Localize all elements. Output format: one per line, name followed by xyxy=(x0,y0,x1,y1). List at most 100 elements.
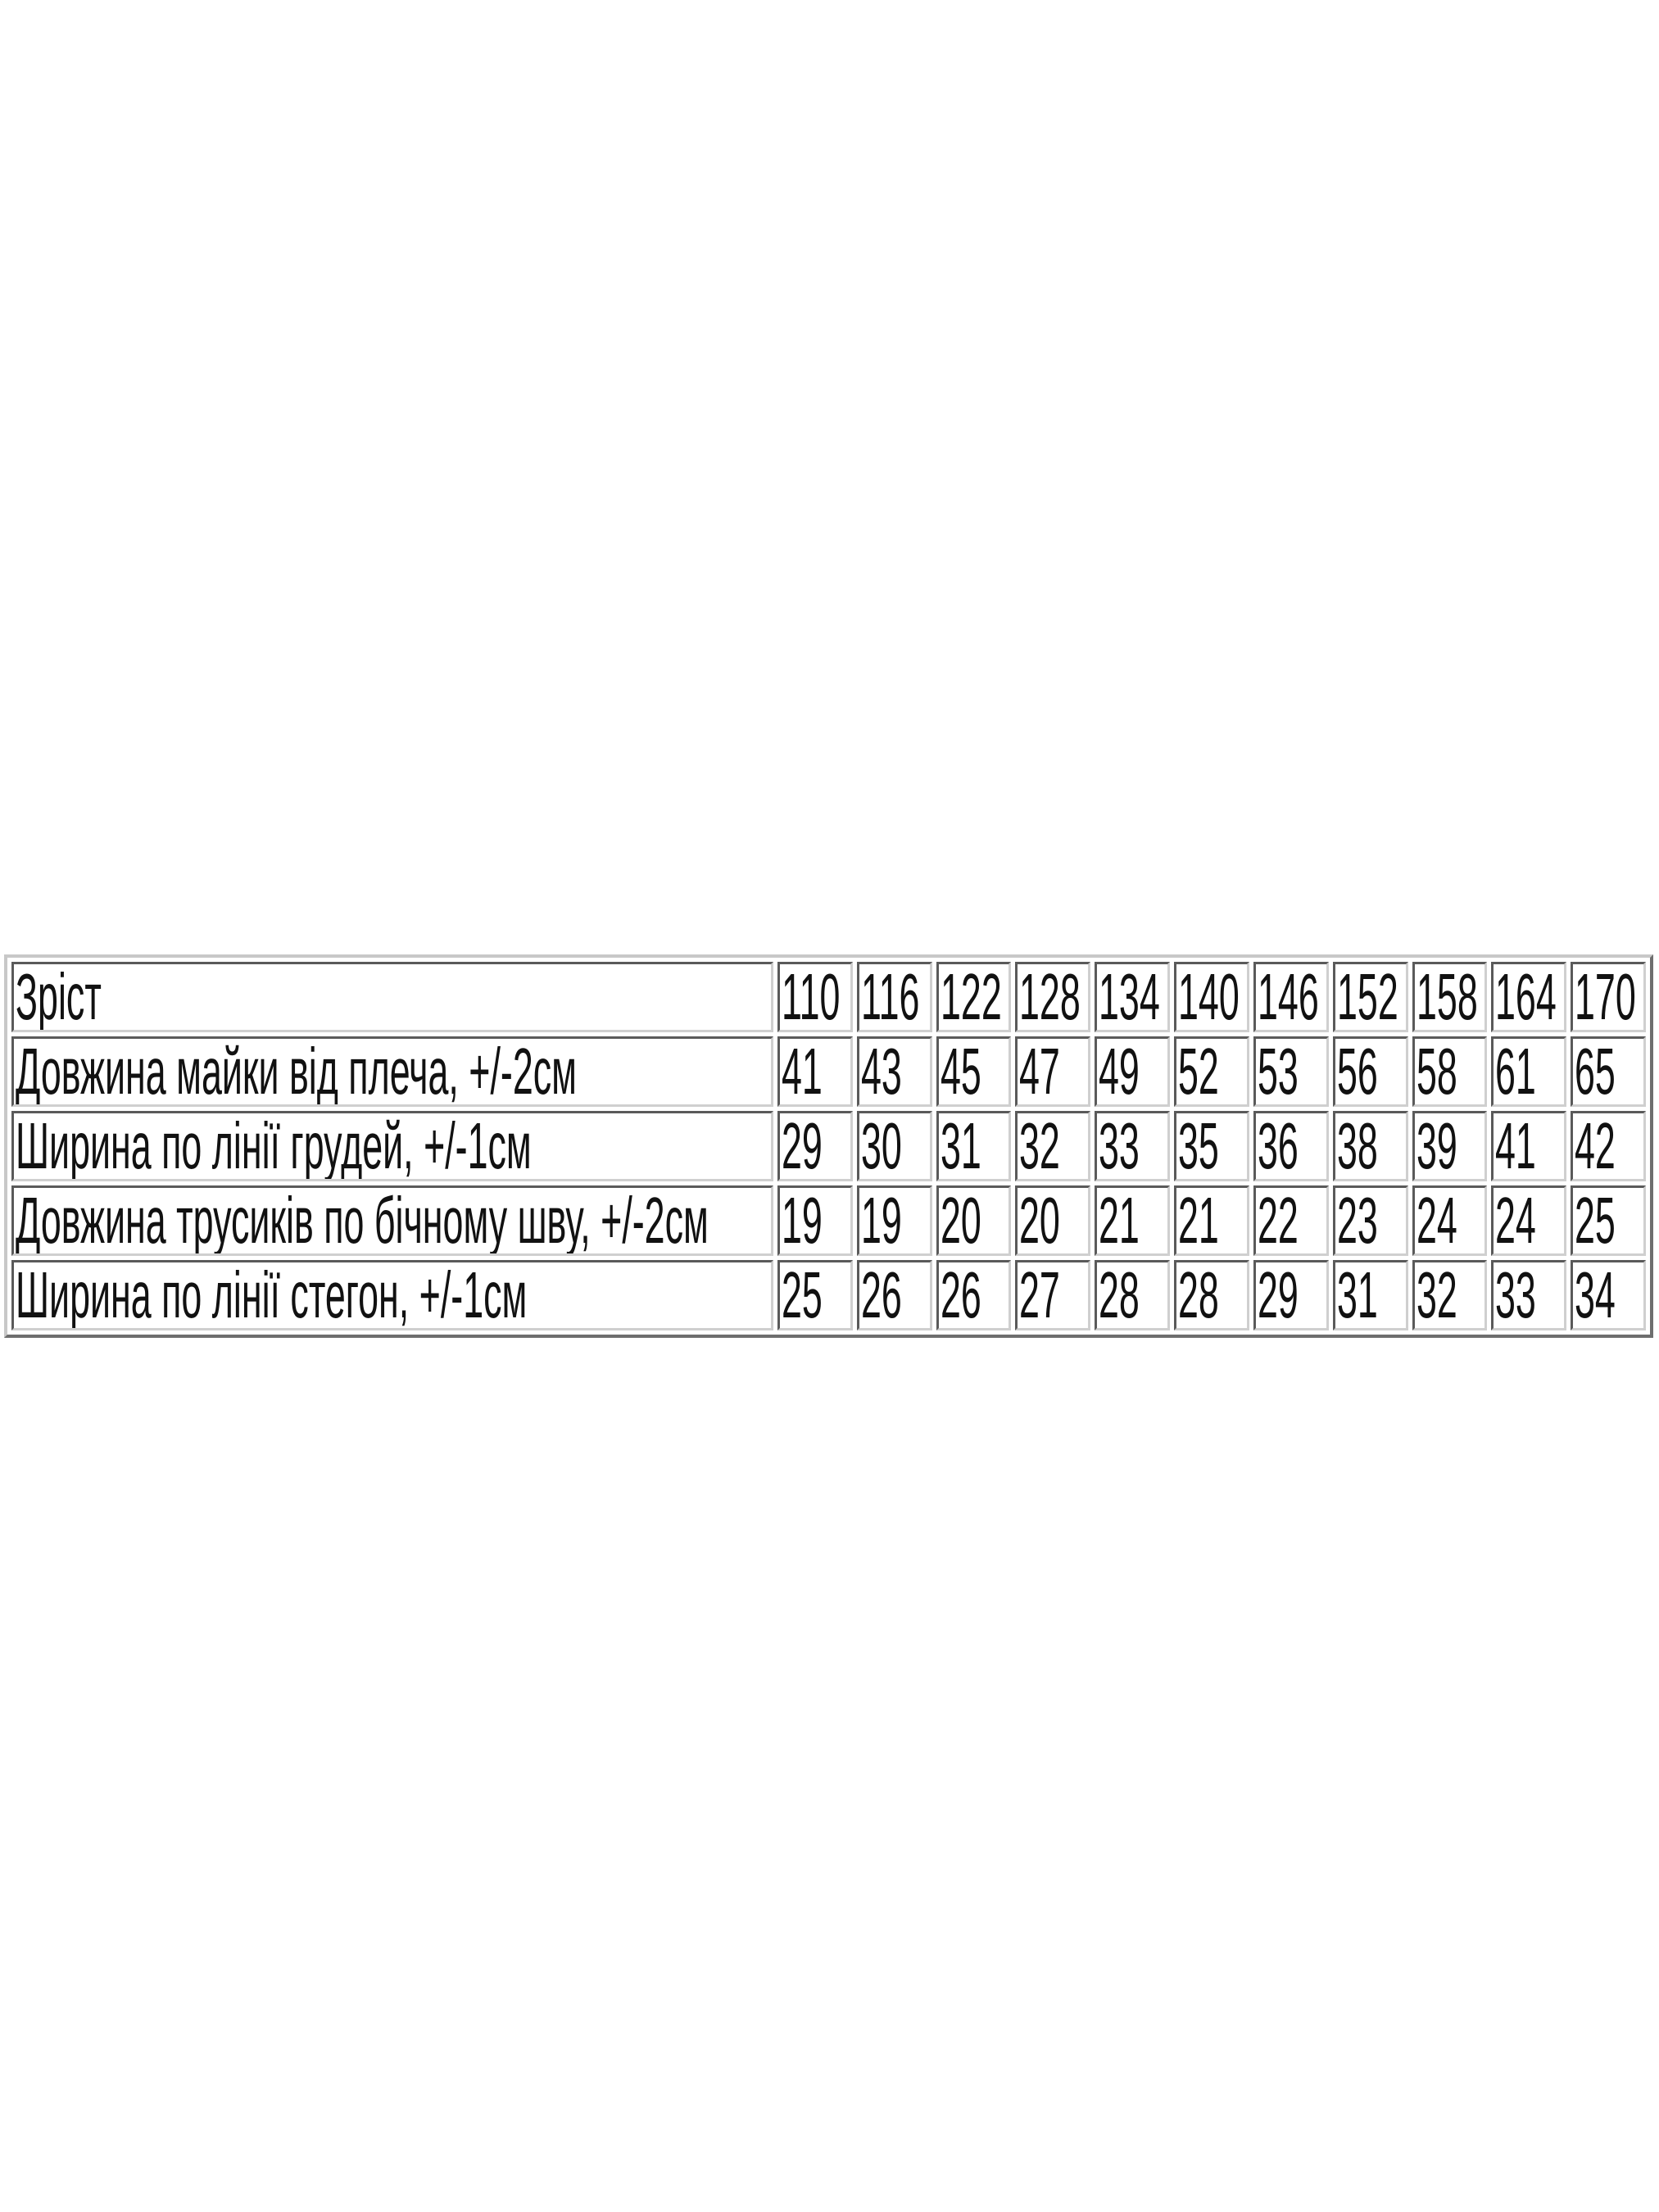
header-row: Зріст 110 116 122 128 134 140 146 152 158 164 170 xyxy=(11,962,1646,1032)
value-cell: 61 xyxy=(1491,1036,1567,1107)
value-cell: 25 xyxy=(1571,1185,1646,1256)
value-cell: 29 xyxy=(777,1111,853,1181)
value-cell: 35 xyxy=(1174,1111,1249,1181)
value-cell: 65 xyxy=(1571,1036,1646,1107)
height-cell: 128 xyxy=(1015,962,1091,1032)
height-cell: 110 xyxy=(777,962,853,1032)
row-label: Зріст xyxy=(16,962,102,1032)
row-label-cell: Ширина по лінії стегон, +/-1см xyxy=(11,1260,773,1330)
value-cell: 26 xyxy=(856,1260,932,1330)
value-cell: 23 xyxy=(1332,1185,1408,1256)
cell-value: 21 xyxy=(1178,1185,1219,1256)
cell-value: 21 xyxy=(1099,1185,1140,1256)
cell-value: 19 xyxy=(782,1185,823,1256)
height-cell: 140 xyxy=(1174,962,1249,1032)
value-cell: 58 xyxy=(1412,1036,1488,1107)
table-row: Ширина по лінії грудей, +/-1см 29 30 31 32 33… xyxy=(11,1111,1646,1181)
value-cell: 49 xyxy=(1095,1036,1171,1107)
value-cell: 41 xyxy=(777,1036,853,1107)
value-cell: 25 xyxy=(777,1260,853,1330)
cell-value: 32 xyxy=(1019,1111,1061,1181)
height-cell: 134 xyxy=(1095,962,1171,1032)
cell-value: 31 xyxy=(1336,1260,1378,1330)
cell-value: 34 xyxy=(1575,1260,1616,1330)
row-label: Ширина по лінії стегон, +/-1см xyxy=(16,1260,528,1330)
cell-value: 28 xyxy=(1178,1260,1219,1330)
row-label-cell: Зріст xyxy=(11,962,773,1032)
cell-value: 47 xyxy=(1019,1036,1061,1107)
height-cell: 164 xyxy=(1491,962,1567,1032)
cell-value: 20 xyxy=(940,1185,981,1256)
cell-value: 26 xyxy=(860,1260,902,1330)
value-cell: 28 xyxy=(1174,1260,1249,1330)
value-cell: 29 xyxy=(1253,1260,1329,1330)
cell-value: 164 xyxy=(1495,962,1557,1032)
cell-value: 19 xyxy=(860,1185,902,1256)
height-cell: 122 xyxy=(936,962,1012,1032)
cell-value: 128 xyxy=(1019,962,1081,1032)
cell-value: 20 xyxy=(1019,1185,1061,1256)
cell-value: 24 xyxy=(1495,1185,1537,1256)
value-cell: 45 xyxy=(936,1036,1012,1107)
height-cell: 146 xyxy=(1253,962,1329,1032)
cell-value: 52 xyxy=(1178,1036,1219,1107)
cell-value: 158 xyxy=(1416,962,1478,1032)
value-cell: 20 xyxy=(1015,1185,1091,1256)
value-cell: 24 xyxy=(1412,1185,1488,1256)
value-cell: 26 xyxy=(936,1260,1012,1330)
table-row: Довжина трусиків по бічному шву, +/-2см 1… xyxy=(11,1185,1646,1256)
value-cell: 20 xyxy=(936,1185,1012,1256)
cell-value: 32 xyxy=(1416,1260,1457,1330)
cell-value: 116 xyxy=(860,962,920,1032)
cell-value: 23 xyxy=(1336,1185,1378,1256)
cell-value: 122 xyxy=(940,962,1002,1032)
cell-value: 26 xyxy=(940,1260,981,1330)
value-cell: 28 xyxy=(1095,1260,1171,1330)
height-cell: 158 xyxy=(1412,962,1488,1032)
value-cell: 32 xyxy=(1015,1111,1091,1181)
value-cell: 21 xyxy=(1095,1185,1171,1256)
table-row: Ширина по лінії стегон, +/-1см 25 26 26 27 28… xyxy=(11,1260,1646,1330)
cell-value: 56 xyxy=(1336,1036,1378,1107)
value-cell: 52 xyxy=(1174,1036,1249,1107)
value-cell: 21 xyxy=(1174,1185,1249,1256)
height-cell: 116 xyxy=(856,962,932,1032)
cell-value: 22 xyxy=(1257,1185,1299,1256)
cell-value: 49 xyxy=(1099,1036,1140,1107)
cell-value: 25 xyxy=(782,1260,823,1330)
height-cell: 152 xyxy=(1332,962,1408,1032)
cell-value: 31 xyxy=(940,1111,981,1181)
cell-value: 170 xyxy=(1575,962,1636,1032)
value-cell: 56 xyxy=(1332,1036,1408,1107)
cell-value: 24 xyxy=(1416,1185,1457,1256)
row-label: Довжина трусиків по бічному шву, +/-2см xyxy=(16,1185,709,1256)
cell-value: 140 xyxy=(1178,962,1240,1032)
cell-value: 53 xyxy=(1257,1036,1299,1107)
value-cell: 42 xyxy=(1571,1111,1646,1181)
cell-value: 134 xyxy=(1099,962,1161,1032)
cell-value: 33 xyxy=(1099,1111,1140,1181)
value-cell: 38 xyxy=(1332,1111,1408,1181)
value-cell: 53 xyxy=(1253,1036,1329,1107)
value-cell: 33 xyxy=(1095,1111,1171,1181)
value-cell: 30 xyxy=(856,1111,932,1181)
value-cell: 27 xyxy=(1015,1260,1091,1330)
cell-value: 45 xyxy=(940,1036,981,1107)
cell-value: 58 xyxy=(1416,1036,1457,1107)
cell-value: 29 xyxy=(782,1111,823,1181)
row-label: Довжина майки від плеча, +/-2см xyxy=(16,1036,577,1107)
cell-value: 33 xyxy=(1495,1260,1537,1330)
value-cell: 31 xyxy=(936,1111,1012,1181)
table-row: Довжина майки від плеча, +/-2см 41 43 45 47 4… xyxy=(11,1036,1646,1107)
value-cell: 24 xyxy=(1491,1185,1567,1256)
size-chart-table: Зріст 110 116 122 128 134 140 146 152 158 164 170 До… xyxy=(4,954,1653,1338)
value-cell: 34 xyxy=(1571,1260,1646,1330)
cell-value: 61 xyxy=(1495,1036,1537,1107)
cell-value: 28 xyxy=(1099,1260,1140,1330)
cell-value: 42 xyxy=(1575,1111,1616,1181)
value-cell: 33 xyxy=(1491,1260,1567,1330)
cell-value: 65 xyxy=(1575,1036,1616,1107)
cell-value: 41 xyxy=(1495,1111,1537,1181)
height-cell: 170 xyxy=(1571,962,1646,1032)
cell-value: 36 xyxy=(1257,1111,1299,1181)
